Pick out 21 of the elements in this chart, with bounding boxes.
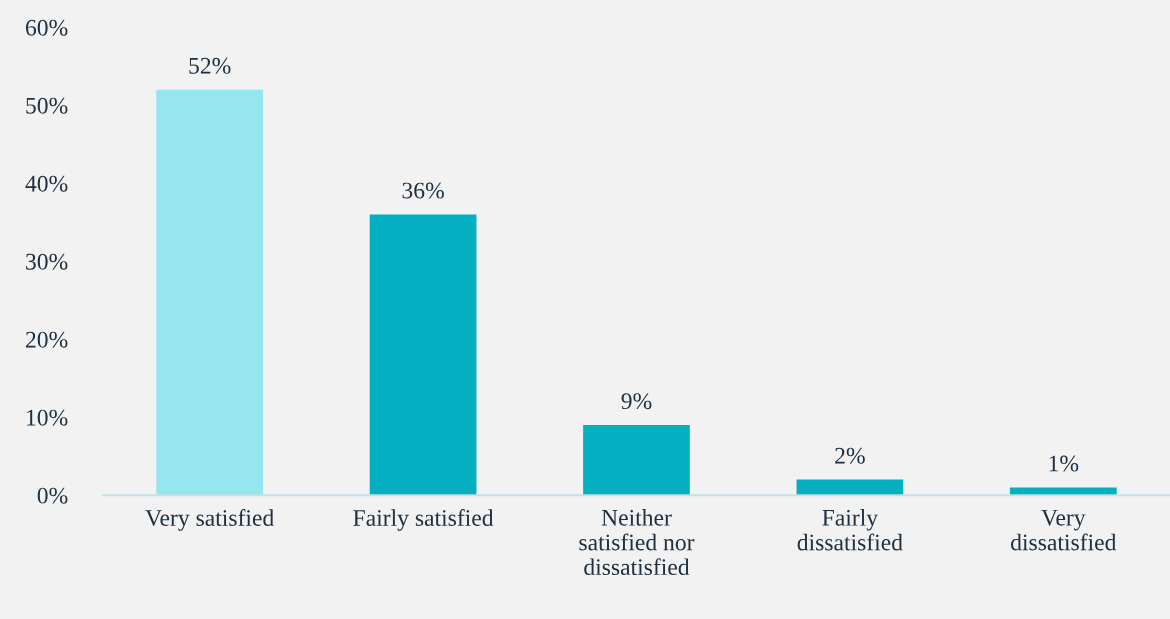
data-label: 2%	[835, 447, 865, 464]
bar	[1009, 487, 1117, 496]
y-tick-label: 10%	[27, 409, 68, 426]
data-label: 52%	[189, 57, 231, 74]
x-tick-label: Neither satisfied nor dissatisfied	[579, 509, 695, 576]
y-tick-label: 60%	[25, 19, 68, 36]
bar	[369, 214, 477, 496]
bar	[583, 425, 690, 496]
y-tick-label: 40%	[25, 175, 68, 192]
x-tick-label: Fairly satisfied	[353, 509, 494, 531]
data-label: 36%	[402, 182, 444, 199]
y-tick-label: 0%	[37, 487, 68, 504]
x-tick-label: Very satisfied	[145, 509, 274, 531]
y-tick-label: 30%	[26, 253, 68, 270]
y-tick-label: 20%	[26, 331, 68, 348]
x-tick-label: Very dissatisfied	[1011, 509, 1117, 551]
y-tick-label: 50%	[26, 97, 68, 114]
x-tick-label: Fairly dissatisfied	[797, 509, 903, 551]
bar	[156, 89, 264, 496]
data-label: 9%	[621, 393, 652, 410]
data-label: 1%	[1049, 455, 1079, 472]
